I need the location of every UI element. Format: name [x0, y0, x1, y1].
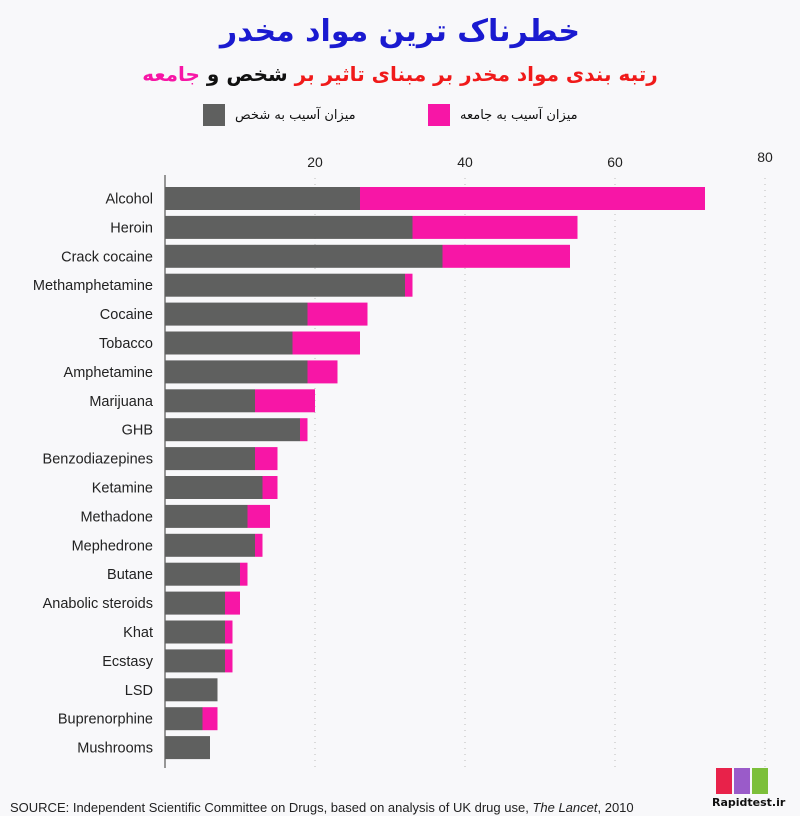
- legend-society: میزان آسیب به جامعه: [428, 104, 578, 126]
- bar-user-harm: [165, 215, 413, 239]
- category-label: Mephedrone: [72, 538, 153, 554]
- bar-society-harm: [255, 389, 315, 413]
- source-note: SOURCE: Independent Scientific Committee…: [10, 800, 634, 815]
- category-label: Marijuana: [89, 394, 154, 410]
- bar-user-harm: [165, 678, 218, 702]
- category-label: Khat: [123, 625, 153, 641]
- bar-user-harm: [165, 649, 225, 673]
- legend-society-swatch: [428, 104, 450, 126]
- category-label: Anabolic steroids: [43, 596, 153, 612]
- category-label: Buprenorphine: [58, 712, 153, 728]
- bar-society-harm: [225, 649, 233, 673]
- category-label: Amphetamine: [64, 365, 153, 381]
- bar-society-harm: [442, 244, 570, 268]
- bar-user-harm: [165, 504, 248, 528]
- bar-society-harm: [412, 215, 578, 239]
- x-tick-label: 80: [757, 149, 773, 165]
- bar-user-harm: [165, 331, 293, 355]
- bar-society-harm: [255, 447, 278, 471]
- x-tick-label: 60: [607, 154, 623, 170]
- bar-society-harm: [360, 187, 705, 210]
- legend-user-swatch: [203, 104, 225, 126]
- legend-society-label: میزان آسیب به جامعه: [460, 107, 578, 123]
- x-tick-label: 40: [457, 154, 473, 170]
- source-text: SOURCE: Independent Scientific Committee…: [10, 800, 533, 815]
- bar-user-harm: [165, 562, 240, 586]
- bar-society-harm: [307, 360, 338, 384]
- bar-chart: 20 40 60 80 Alcohol Heroin Crack cocaine Metham…: [33, 149, 773, 768]
- page-title: خطرناک ترین مواد مخدر: [219, 14, 581, 49]
- category-label: Alcohol: [105, 192, 153, 208]
- category-label: Methamphetamine: [33, 278, 153, 294]
- category-label: Methadone: [80, 509, 153, 525]
- bar-user-harm: [165, 707, 203, 731]
- bar-society-harm: [247, 504, 270, 528]
- category-label: Mushrooms: [77, 741, 153, 757]
- bar-user-harm: [165, 389, 255, 413]
- bar-society-harm: [307, 302, 368, 326]
- subtitle-part3: جامعه: [142, 62, 200, 86]
- bar-society-harm: [300, 418, 308, 442]
- source-year: , 2010: [597, 800, 634, 815]
- bar-society-harm: [255, 533, 263, 557]
- category-label: GHB: [122, 423, 153, 439]
- bar-user-harm: [165, 591, 225, 615]
- bar-user-harm: [165, 273, 405, 297]
- subtitle-part1: رتبه بندی مواد مخدر بر مبنای تاثیر بر: [294, 62, 658, 86]
- bar-user-harm: [165, 187, 360, 210]
- bar-society-harm: [225, 591, 240, 615]
- bar-society-harm: [292, 331, 360, 355]
- category-label: Tobacco: [99, 336, 153, 352]
- bar-user-harm: [165, 620, 225, 644]
- category-label: Ecstasy: [102, 654, 154, 670]
- category-label: Ketamine: [92, 481, 153, 497]
- legend-user: میزان آسیب به شخص: [203, 104, 356, 126]
- subtitle: رتبه بندی مواد مخدر بر مبنای تاثیر بر شخ…: [0, 62, 800, 86]
- bar-user-harm: [165, 447, 255, 471]
- bar-user-harm: [165, 533, 255, 557]
- category-label: Heroin: [110, 220, 153, 236]
- category-label: Cocaine: [100, 307, 153, 323]
- bar-user-harm: [165, 302, 308, 326]
- bar-society-harm: [405, 273, 413, 297]
- bar-society-harm: [240, 562, 248, 586]
- category-label: Butane: [107, 567, 153, 583]
- bar-user-harm: [165, 476, 263, 499]
- logo-text: Rapidtest.ir: [712, 796, 786, 809]
- x-tick-label: 20: [307, 154, 323, 170]
- legend-user-label: میزان آسیب به شخص: [235, 107, 356, 123]
- source-journal: The Lancet: [532, 800, 598, 815]
- bar-user-harm: [165, 360, 308, 384]
- logo: Rapidtest.ir: [712, 768, 786, 809]
- bar-user-harm: [165, 736, 210, 760]
- category-label: Crack cocaine: [61, 249, 153, 265]
- bar-society-harm: [262, 476, 278, 499]
- bar-society-harm: [202, 707, 218, 731]
- category-label: LSD: [125, 683, 153, 699]
- bar-society-harm: [225, 620, 233, 644]
- subtitle-part2: شخص و: [206, 62, 288, 86]
- bar-user-harm: [165, 244, 443, 268]
- bar-user-harm: [165, 418, 300, 442]
- category-label: Benzodiazepines: [43, 452, 153, 468]
